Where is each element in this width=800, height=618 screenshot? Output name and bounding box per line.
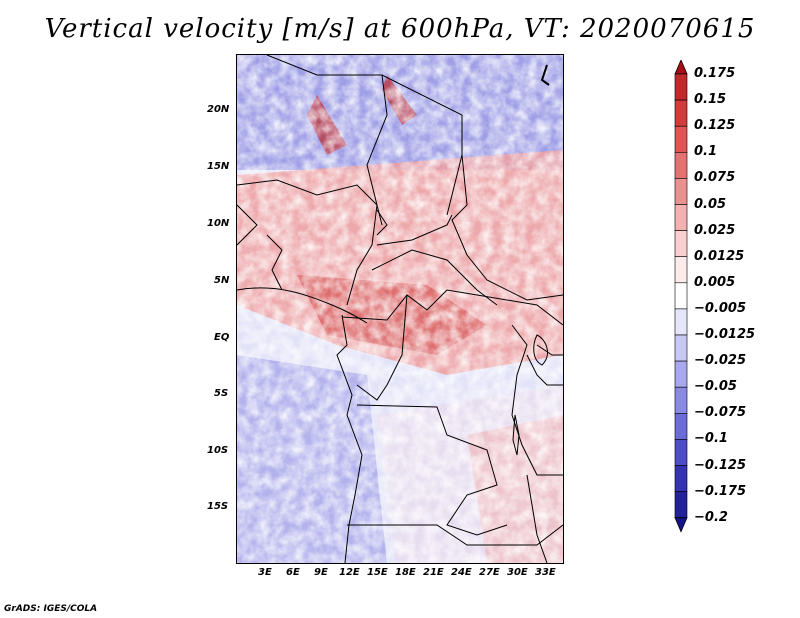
lat-label-10s: 10S <box>207 445 229 456</box>
lon-label-21e: 21E <box>423 567 444 578</box>
lake-chad <box>376 209 388 236</box>
plot-title: Vertical velocity [m/s] at 600hPa, VT: 2… <box>44 14 756 44</box>
colorbar-label: 0.075 <box>694 170 736 186</box>
colorbar-segment <box>674 334 688 362</box>
colorbar-label: 0.125 <box>694 118 736 134</box>
border-north <box>266 55 463 216</box>
colorbar-label: −0.0125 <box>694 327 756 342</box>
country-borders <box>237 55 563 563</box>
colorbar-segment <box>674 439 688 466</box>
lat-label-eq: EQ <box>214 332 230 343</box>
map-panel <box>236 54 564 564</box>
lat-label-20n: 20N <box>207 104 230 115</box>
lat-label-5s: 5S <box>214 388 229 399</box>
lon-label-18e: 18E <box>395 567 416 578</box>
colorbar-segment <box>674 386 688 414</box>
colorbar-label: −0.2 <box>694 509 728 525</box>
lat-label-5n: 5N <box>214 275 230 286</box>
colorbar-label: −0.05 <box>694 379 737 395</box>
colorbar-label: 0.025 <box>694 222 736 238</box>
colorbar-label: 0.05 <box>694 196 727 212</box>
colorbar-segment <box>674 152 688 179</box>
colorbar-label: 0.15 <box>694 92 727 108</box>
colorbar-label: −0.1 <box>694 431 728 447</box>
border-uganda <box>536 344 563 356</box>
lon-label-3e: 3E <box>258 567 272 578</box>
coastline-gulf-of-guinea <box>237 287 368 324</box>
border-car-sudan <box>371 249 498 306</box>
border-kenya-tanzania <box>526 354 563 386</box>
lat-label-15s: 15S <box>207 501 229 512</box>
border-malawi-mozambique <box>526 474 548 563</box>
lon-label-33e: 33E <box>535 567 556 578</box>
colorbar-segment <box>674 125 688 153</box>
border-chad-car <box>376 214 453 246</box>
colorbar-segment <box>674 412 688 440</box>
lon-label-6e: 6E <box>286 567 300 578</box>
border-sudan <box>451 154 563 301</box>
border-benin-togo <box>266 234 283 291</box>
lon-label-15e: 15E <box>367 567 388 578</box>
colorbar-segment <box>674 230 688 258</box>
colorbar-segment <box>674 73 688 101</box>
border-west-africa <box>237 204 258 246</box>
colorbar-segment <box>674 491 688 519</box>
lon-label-30e: 30E <box>507 567 528 578</box>
colorbar-segment <box>674 465 688 492</box>
lon-label-12e: 12E <box>339 567 360 578</box>
noise-texture <box>237 55 563 563</box>
colorbar <box>674 60 688 533</box>
lon-label-27e: 27E <box>479 567 500 578</box>
border-congo-drc <box>356 294 408 401</box>
colorbar-segment <box>674 256 688 284</box>
red-sea-coast <box>540 64 550 86</box>
lake-victoria <box>533 334 548 366</box>
colorbar-label: −0.005 <box>694 300 747 316</box>
colorbar-label: −0.125 <box>694 457 747 473</box>
vertical-velocity-field <box>237 55 563 563</box>
border-congo <box>341 289 478 321</box>
colorbar-segment <box>674 308 688 336</box>
colorbar-label: 0.175 <box>694 66 736 81</box>
colorbar-segment <box>674 282 688 310</box>
colorbar-label: −0.175 <box>694 483 747 499</box>
lon-label-9e: 9E <box>314 567 328 578</box>
grads-credit: GrADS: IGES/COLA <box>4 604 98 614</box>
colorbar-label: 0.1 <box>694 144 718 160</box>
border-drc-east <box>511 324 563 476</box>
lat-label-15n: 15N <box>207 161 230 172</box>
colorbar-segment <box>674 178 688 205</box>
colorbar-segment <box>674 360 688 388</box>
colorbar-arrow-top <box>674 60 688 75</box>
border-nigeria-cameroon <box>346 204 378 306</box>
border-south-sudan <box>476 294 563 326</box>
colorbar-label: 0.005 <box>694 274 736 290</box>
lon-label-24e: 24E <box>451 567 472 578</box>
coastline-west <box>336 314 363 563</box>
colorbar-segment <box>674 204 688 231</box>
colorbar-label: −0.025 <box>694 353 747 369</box>
colorbar-segment <box>674 99 688 127</box>
border-namibia <box>347 524 563 546</box>
lat-label-10n: 10N <box>207 218 230 229</box>
border-angola-zambia <box>356 404 508 536</box>
colorbar-arrow-bottom <box>674 517 688 533</box>
border-sahel <box>237 179 378 206</box>
colorbar-label: −0.075 <box>694 405 747 421</box>
lake-tanganyika <box>512 414 520 456</box>
colorbar-label: 0.0125 <box>694 248 745 264</box>
